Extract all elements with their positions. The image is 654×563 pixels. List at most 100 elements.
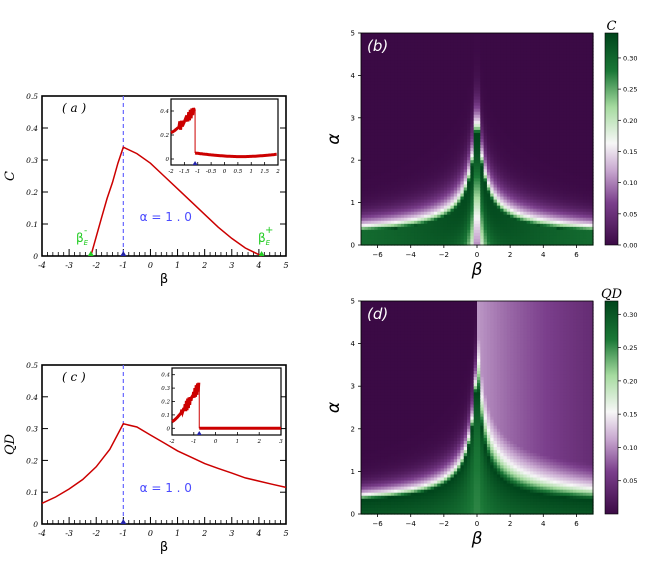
x-tick-label: -3 bbox=[65, 261, 73, 270]
heat-cell bbox=[549, 181, 554, 186]
heat-cell bbox=[390, 135, 395, 140]
heat-cell bbox=[486, 187, 491, 192]
heat-cell bbox=[364, 111, 369, 116]
heat-cell bbox=[520, 154, 524, 158]
heat-cell bbox=[477, 214, 481, 219]
heat-cell bbox=[463, 178, 468, 182]
heat-cell bbox=[520, 72, 524, 76]
heat-cell bbox=[417, 187, 422, 192]
heat-cell bbox=[530, 126, 534, 131]
heat-cell bbox=[563, 45, 568, 49]
heat-cell bbox=[467, 172, 471, 176]
heat-cell bbox=[374, 175, 379, 179]
heat-cell bbox=[486, 96, 491, 101]
heat-cell bbox=[530, 33, 534, 37]
heat-cell bbox=[407, 199, 412, 204]
heat-cell bbox=[530, 178, 534, 182]
heat-cell bbox=[443, 42, 448, 46]
heat-cell bbox=[384, 132, 389, 137]
heat-cell bbox=[387, 232, 392, 237]
heat-cell bbox=[503, 196, 508, 201]
heat-cell bbox=[427, 39, 432, 43]
heat-cell bbox=[553, 241, 558, 246]
heat-cell bbox=[586, 114, 591, 119]
heat-cell bbox=[546, 39, 551, 43]
heat-cell bbox=[433, 81, 438, 86]
heat-cell bbox=[394, 129, 399, 134]
heat-cell bbox=[573, 75, 578, 80]
heat-cell bbox=[520, 99, 524, 104]
heat-cell bbox=[493, 111, 498, 116]
heat-cell bbox=[477, 175, 481, 179]
heat-cell bbox=[410, 166, 415, 170]
heat-cell bbox=[467, 163, 471, 167]
heat-cell bbox=[526, 226, 531, 231]
heat-cell bbox=[387, 54, 392, 58]
inset-x-tick-label: 1 bbox=[250, 169, 254, 175]
heat-cell bbox=[486, 184, 491, 189]
heat-cell bbox=[513, 214, 518, 219]
heat-cell bbox=[367, 193, 372, 198]
heat-cell bbox=[503, 211, 508, 216]
heat-cell bbox=[427, 199, 432, 204]
heat-cell bbox=[443, 223, 448, 228]
heat-cell bbox=[414, 214, 418, 219]
heat-cell bbox=[583, 93, 587, 98]
heat-cell bbox=[549, 145, 554, 149]
heat-cell bbox=[516, 205, 521, 210]
heat-cell bbox=[510, 223, 515, 228]
heat-cell bbox=[500, 69, 505, 73]
heat-cell bbox=[473, 90, 478, 95]
heat-cell bbox=[513, 75, 518, 80]
heat-cell bbox=[374, 87, 379, 92]
heat-cell bbox=[450, 126, 455, 131]
heat-cell bbox=[387, 214, 392, 219]
heat-cell bbox=[510, 63, 515, 67]
heat-cell bbox=[377, 33, 382, 37]
heat-cell bbox=[404, 175, 408, 179]
heat-cell bbox=[493, 108, 498, 113]
heat-cell bbox=[496, 211, 501, 216]
heat-cell bbox=[500, 93, 505, 98]
heat-cell bbox=[496, 202, 501, 207]
heat-cell bbox=[370, 187, 375, 192]
heat-cell bbox=[549, 84, 554, 89]
heat-cell bbox=[380, 87, 385, 92]
heat-cell bbox=[553, 135, 558, 140]
heat-cell bbox=[486, 181, 491, 186]
heat-cell bbox=[556, 99, 561, 104]
heat-cell bbox=[440, 72, 445, 76]
heat-cell bbox=[467, 48, 471, 52]
heat-cell bbox=[500, 169, 505, 173]
heat-cell bbox=[400, 57, 405, 61]
heat-cell bbox=[536, 223, 541, 228]
heat-cell bbox=[437, 157, 442, 161]
heat-cell bbox=[423, 135, 428, 140]
heat-cell bbox=[473, 99, 478, 104]
heat-cell bbox=[380, 196, 385, 201]
heat-cell bbox=[583, 226, 587, 231]
heat-cell bbox=[477, 117, 481, 122]
heat-cell bbox=[377, 202, 382, 207]
heat-cell bbox=[417, 129, 422, 134]
heat-cell bbox=[380, 102, 385, 107]
heat-cell bbox=[467, 129, 471, 134]
heat-cell bbox=[530, 57, 534, 61]
y-tick-label: 0.1 bbox=[26, 220, 38, 229]
heat-cell bbox=[470, 241, 475, 246]
heat-cell bbox=[586, 181, 591, 186]
heat-cell bbox=[477, 90, 481, 95]
heat-cell bbox=[420, 142, 425, 146]
heat-cell bbox=[407, 102, 412, 107]
heat-cell bbox=[477, 132, 481, 137]
heat-cell bbox=[423, 199, 428, 204]
heat-cell bbox=[480, 193, 485, 198]
heat-cell bbox=[417, 175, 422, 179]
heat-cell bbox=[370, 226, 375, 231]
heat-cell bbox=[384, 48, 389, 52]
heat-cell bbox=[496, 235, 501, 240]
heat-cell bbox=[473, 157, 478, 161]
heat-cell bbox=[493, 105, 498, 110]
heat-cell bbox=[569, 220, 574, 225]
heat-cell bbox=[506, 72, 511, 76]
